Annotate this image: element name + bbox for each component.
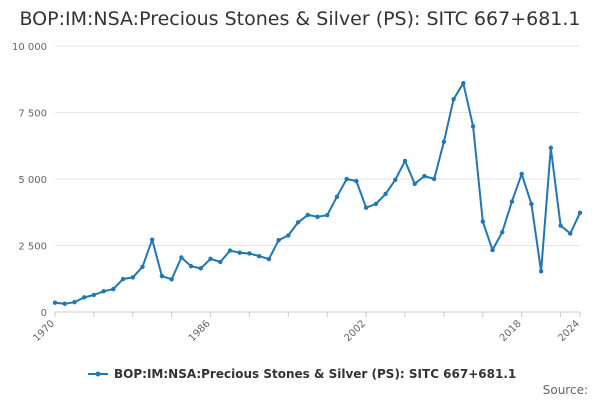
y-tick-label: 5 000 xyxy=(18,175,47,186)
y-tick-label: 2 500 xyxy=(18,242,47,253)
data-point[interactable] xyxy=(101,289,106,294)
data-point[interactable] xyxy=(519,171,524,177)
legend-label: BOP:IM:NSA:Precious Stones & Silver (PS)… xyxy=(114,367,516,381)
y-tick-label: 7 500 xyxy=(18,109,47,120)
series-line xyxy=(54,82,581,305)
data-point[interactable] xyxy=(568,231,573,236)
data-point[interactable] xyxy=(538,269,544,274)
data-point[interactable] xyxy=(295,220,301,225)
data-point[interactable] xyxy=(354,178,359,184)
x-tick-label: 2024 xyxy=(556,318,582,344)
data-point[interactable] xyxy=(500,230,505,235)
data-point[interactable] xyxy=(393,177,398,182)
y-tick-label: 10 000 xyxy=(12,42,47,53)
data-point[interactable] xyxy=(441,139,447,144)
data-point[interactable] xyxy=(120,276,126,282)
data-point[interactable] xyxy=(286,233,291,238)
data-point[interactable] xyxy=(81,295,87,300)
x-axis: 1970 1986 2002 2018 2024 xyxy=(31,311,582,344)
data-point[interactable] xyxy=(548,145,554,151)
data-point[interactable] xyxy=(52,300,58,305)
data-point[interactable] xyxy=(490,247,495,253)
data-point[interactable] xyxy=(111,286,116,292)
x-tick-label: 2002 xyxy=(342,318,368,344)
x-tick-label: 1970 xyxy=(31,318,57,344)
data-point[interactable] xyxy=(62,301,67,306)
data-point[interactable] xyxy=(315,214,320,219)
data-point[interactable] xyxy=(529,201,534,207)
data-point[interactable] xyxy=(140,264,145,269)
data-point[interactable] xyxy=(188,264,194,269)
data-point[interactable] xyxy=(558,223,563,228)
data-point[interactable] xyxy=(422,173,427,179)
series-layer xyxy=(52,81,583,306)
legend-swatch-marker xyxy=(95,371,101,377)
legend[interactable]: BOP:IM:NSA:Precious Stones & Silver (PS)… xyxy=(88,367,516,381)
data-point[interactable] xyxy=(150,237,155,242)
data-point[interactable] xyxy=(325,212,330,218)
data-point[interactable] xyxy=(480,219,485,224)
data-point[interactable] xyxy=(363,205,369,210)
data-point[interactable] xyxy=(256,253,262,259)
x-tick-label: 2018 xyxy=(498,318,524,344)
data-point[interactable] xyxy=(72,299,77,305)
data-point[interactable] xyxy=(247,251,252,256)
gridlines xyxy=(55,45,580,313)
data-point[interactable] xyxy=(198,266,204,271)
data-point[interactable] xyxy=(266,256,272,262)
data-point[interactable] xyxy=(383,191,388,197)
data-point[interactable] xyxy=(373,201,379,207)
data-point[interactable] xyxy=(509,199,515,204)
data-point[interactable] xyxy=(402,158,408,164)
source-label: Source: xyxy=(543,383,588,397)
data-point[interactable] xyxy=(412,181,417,186)
data-point[interactable] xyxy=(451,97,456,102)
x-tick-label: 1986 xyxy=(187,318,213,344)
data-point[interactable] xyxy=(470,124,476,129)
data-point[interactable] xyxy=(344,176,349,182)
data-point[interactable] xyxy=(334,194,340,200)
data-point[interactable] xyxy=(431,176,437,182)
data-point[interactable] xyxy=(169,277,174,282)
data-point[interactable] xyxy=(237,250,242,255)
data-point[interactable] xyxy=(577,210,583,215)
data-point[interactable] xyxy=(159,273,165,279)
data-point[interactable] xyxy=(179,255,184,260)
data-point[interactable] xyxy=(218,259,223,265)
data-point[interactable] xyxy=(208,256,213,261)
data-point[interactable] xyxy=(461,81,466,86)
chart-title: BOP:IM:NSA:Precious Stones & Silver (PS)… xyxy=(19,8,580,30)
y-tick-label: 0 xyxy=(41,308,47,319)
data-point[interactable] xyxy=(305,212,310,218)
y-axis: 0 2 500 5 000 7 500 10 000 xyxy=(12,42,47,319)
data-point[interactable] xyxy=(227,248,233,253)
data-point[interactable] xyxy=(130,275,135,280)
data-point[interactable] xyxy=(91,292,97,298)
data-point[interactable] xyxy=(276,237,281,243)
